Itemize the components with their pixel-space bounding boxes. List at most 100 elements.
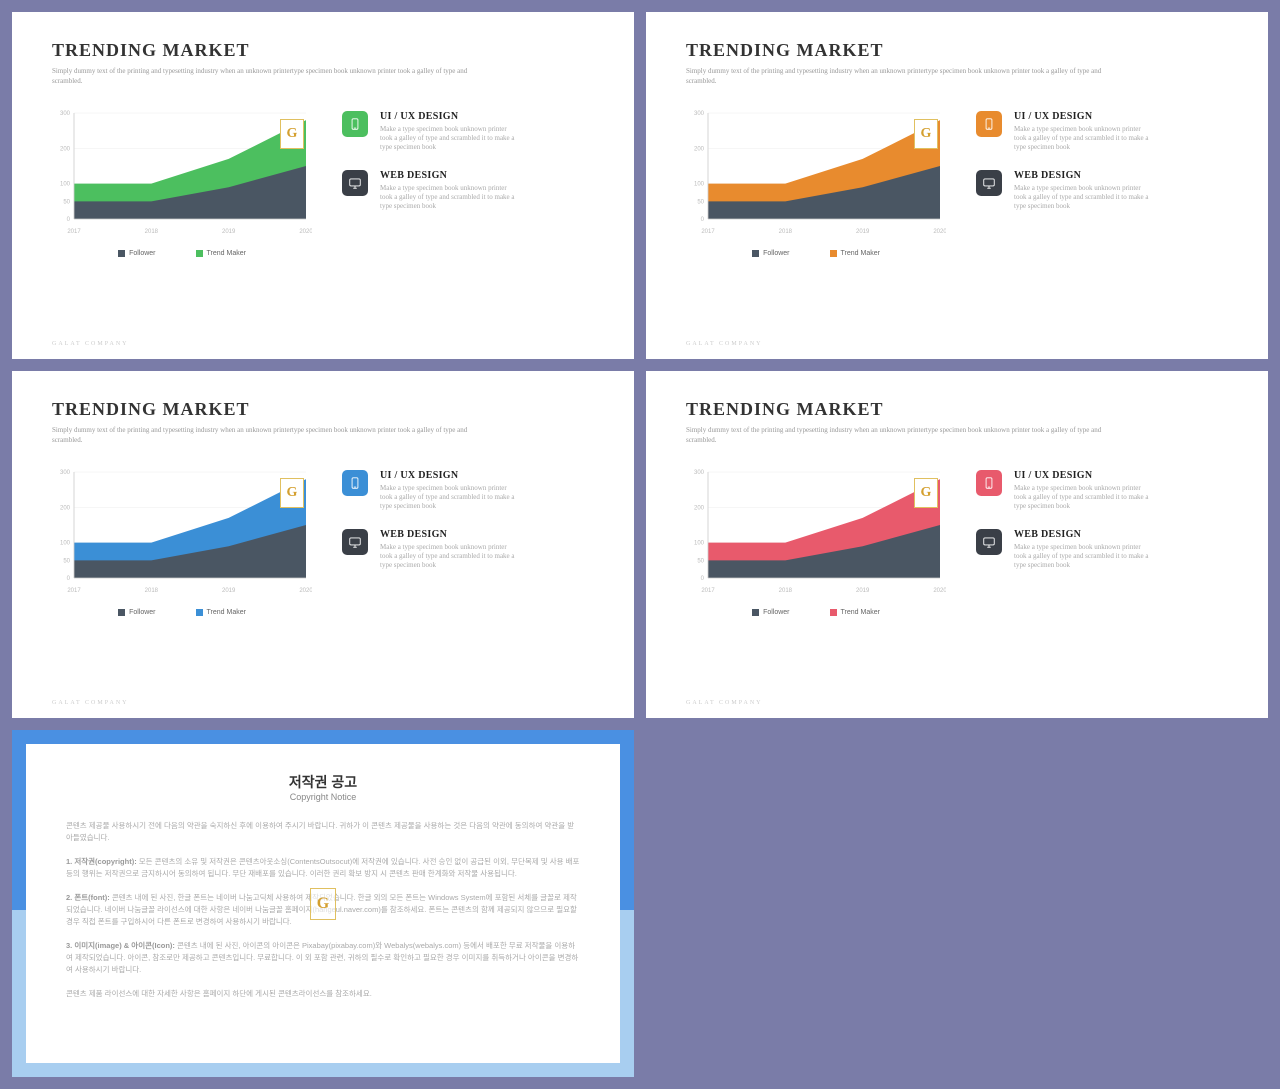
info1-body: Make a type specimen book unknown printe…	[1014, 125, 1154, 152]
svg-text:200: 200	[694, 505, 705, 511]
svg-text:0: 0	[701, 576, 705, 582]
info-web: WEB DESIGN Make a type specimen book unk…	[342, 529, 594, 570]
svg-text:2017: 2017	[67, 588, 81, 594]
svg-text:100: 100	[694, 540, 705, 546]
chart-badge: G	[914, 119, 938, 149]
svg-text:100: 100	[60, 181, 71, 187]
info1-body: Make a type specimen book unknown printe…	[380, 125, 520, 152]
svg-text:200: 200	[60, 505, 71, 511]
cr-p2: 1. 저작권(copyright): 모든 콘텐츠의 소유 및 저작권은 콘텐츠…	[66, 856, 580, 880]
area-chart: 0501002003002017201820192020	[686, 466, 946, 596]
info2-body: Make a type specimen book unknown printe…	[380, 184, 520, 211]
svg-text:0: 0	[67, 576, 71, 582]
phone-icon	[342, 470, 368, 496]
phone-icon	[342, 111, 368, 137]
slide-footer: GALAT COMPANY	[52, 700, 129, 706]
info2-body: Make a type specimen book unknown printe…	[1014, 543, 1154, 570]
info-web: WEB DESIGN Make a type specimen book unk…	[976, 170, 1228, 211]
chart-badge: G	[914, 478, 938, 508]
svg-text:100: 100	[694, 181, 705, 187]
cr-p4: 3. 이미지(image) & 아이콘(Icon): 콘텐츠 내에 된 사진, …	[66, 940, 580, 976]
chart-area: 0501002003002017201820192020 G Follower …	[686, 466, 946, 616]
svg-text:200: 200	[60, 146, 71, 152]
svg-text:2019: 2019	[222, 229, 236, 235]
svg-text:2020: 2020	[933, 229, 946, 235]
cr-p1: 콘텐츠 제공물 사용하시기 전에 다음의 약관을 숙지하신 후에 이용하여 주시…	[66, 820, 580, 844]
svg-text:2018: 2018	[779, 229, 793, 235]
copyright-subtitle: Copyright Notice	[66, 792, 580, 802]
slide-title: TRENDING MARKET	[52, 40, 594, 61]
info1-body: Make a type specimen book unknown printe…	[1014, 484, 1154, 511]
svg-text:0: 0	[701, 217, 705, 223]
info-web: WEB DESIGN Make a type specimen book unk…	[342, 170, 594, 211]
svg-text:2017: 2017	[67, 229, 81, 235]
info-uiux: UI / UX DESIGN Make a type specimen book…	[342, 470, 594, 511]
svg-text:300: 300	[694, 111, 705, 117]
svg-text:50: 50	[63, 558, 70, 564]
svg-text:2019: 2019	[856, 588, 870, 594]
phone-icon	[976, 111, 1002, 137]
chart-legend: Follower Trend Maker	[52, 250, 312, 257]
info2-heading: WEB DESIGN	[380, 170, 520, 181]
cr-p5: 콘텐츠 제품 라이선스에 대한 자세한 사항은 홈페이지 하단에 게시된 콘텐츠…	[66, 988, 580, 1000]
svg-text:50: 50	[697, 199, 704, 205]
slide-footer: GALAT COMPANY	[686, 341, 763, 347]
slide-title: TRENDING MARKET	[52, 399, 594, 420]
info1-heading: UI / UX DESIGN	[1014, 111, 1154, 122]
svg-text:2018: 2018	[779, 588, 793, 594]
svg-text:2018: 2018	[145, 229, 159, 235]
monitor-icon	[342, 170, 368, 196]
slide-subtitle: Simply dummy text of the printing and ty…	[686, 426, 1106, 446]
area-chart: 0 50 100 200 300 2017 2018 2019 2020	[52, 466, 312, 596]
svg-text:300: 300	[60, 111, 71, 117]
svg-text:2020: 2020	[299, 588, 312, 594]
chart-legend: Follower Trend Maker	[686, 250, 946, 257]
slide-2: TRENDING MARKET Simply dummy text of the…	[646, 12, 1268, 359]
chart-area: 0 50 100 200 300 2017 2018 2019 2020 G Follower …	[686, 107, 946, 257]
empty-cell	[646, 730, 1268, 1077]
area-chart: 0 50 100 200 300 2017 2018 2019 2020	[52, 107, 312, 237]
slide-4: TRENDING MARKET Simply dummy text of the…	[646, 371, 1268, 718]
chart-area: 0 50 100 200 300 2017 2018 2019 2020 G Follower …	[52, 466, 312, 616]
info-uiux: UI / UX DESIGN Make a type specimen book…	[976, 111, 1228, 152]
info2-heading: WEB DESIGN	[1014, 170, 1154, 181]
svg-text:2020: 2020	[933, 588, 946, 594]
info2-body: Make a type specimen book unknown printe…	[380, 543, 520, 570]
svg-text:2017: 2017	[701, 588, 715, 594]
svg-text:2019: 2019	[222, 588, 236, 594]
info2-body: Make a type specimen book unknown printe…	[1014, 184, 1154, 211]
slide-footer: GALAT COMPANY	[52, 341, 129, 347]
monitor-icon	[976, 170, 1002, 196]
svg-text:100: 100	[60, 540, 71, 546]
chart-legend: Follower Trend Maker	[686, 609, 946, 616]
slide-3: TRENDING MARKET Simply dummy text of the…	[12, 371, 634, 718]
svg-text:0: 0	[67, 217, 71, 223]
info1-heading: UI / UX DESIGN	[380, 470, 520, 481]
slide-subtitle: Simply dummy text of the printing and ty…	[52, 67, 472, 87]
info1-heading: UI / UX DESIGN	[1014, 470, 1154, 481]
chart-badge: G	[280, 119, 304, 149]
svg-text:300: 300	[60, 470, 71, 476]
monitor-icon	[342, 529, 368, 555]
info1-heading: UI / UX DESIGN	[380, 111, 520, 122]
svg-text:2017: 2017	[701, 229, 715, 235]
svg-text:300: 300	[694, 470, 705, 476]
info2-heading: WEB DESIGN	[380, 529, 520, 540]
slide-subtitle: Simply dummy text of the printing and ty…	[52, 426, 472, 446]
monitor-icon	[976, 529, 1002, 555]
slide-1: TRENDING MARKET Simply dummy text of the…	[12, 12, 634, 359]
svg-text:2020: 2020	[299, 229, 312, 235]
info-uiux: UI / UX DESIGN Make a type specimen book…	[342, 111, 594, 152]
slide-subtitle: Simply dummy text of the printing and ty…	[686, 67, 1106, 87]
slide-title: TRENDING MARKET	[686, 399, 1228, 420]
watermark-badge: G	[310, 888, 336, 920]
svg-text:50: 50	[63, 199, 70, 205]
chart-badge: G	[280, 478, 304, 508]
chart-legend: Follower Trend Maker	[52, 609, 312, 616]
info-uiux: UI / UX DESIGN Make a type specimen book…	[976, 470, 1228, 511]
svg-text:200: 200	[694, 146, 705, 152]
info-web: WEB DESIGN Make a type specimen book unk…	[976, 529, 1228, 570]
area-chart: 0 50 100 200 300 2017 2018 2019 2020	[686, 107, 946, 237]
svg-text:2018: 2018	[145, 588, 159, 594]
svg-text:2019: 2019	[856, 229, 870, 235]
